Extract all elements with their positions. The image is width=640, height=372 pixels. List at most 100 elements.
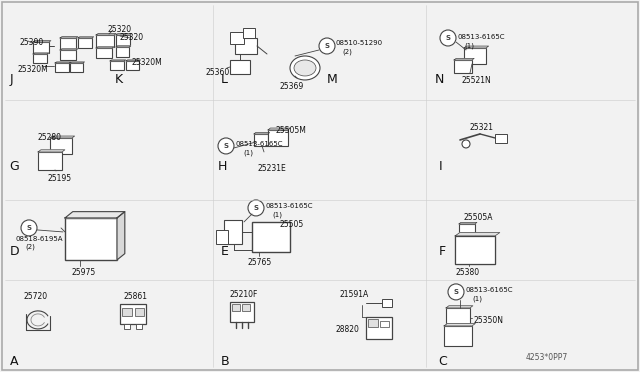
Circle shape [440, 30, 456, 46]
Text: (1): (1) [243, 150, 253, 157]
Bar [495, 134, 507, 143]
Text: 25320M: 25320M [18, 65, 49, 74]
Text: S: S [26, 225, 31, 231]
Text: K: K [115, 73, 124, 86]
Polygon shape [459, 222, 477, 224]
Text: (1): (1) [464, 43, 474, 49]
Bar [242, 304, 250, 311]
Text: 25765: 25765 [248, 258, 272, 267]
Text: 25505: 25505 [280, 220, 304, 229]
Bar [230, 302, 254, 322]
Bar [464, 48, 486, 64]
Polygon shape [33, 41, 51, 42]
Bar [368, 319, 378, 327]
Polygon shape [70, 62, 84, 63]
Polygon shape [116, 34, 132, 35]
Text: 08513-6165C: 08513-6165C [265, 203, 312, 209]
Bar [235, 38, 257, 54]
Polygon shape [60, 37, 78, 38]
Bar [243, 28, 255, 38]
Text: 28820: 28820 [336, 325, 360, 334]
Text: S: S [223, 143, 228, 149]
Text: 25350N: 25350N [474, 316, 504, 325]
Polygon shape [50, 136, 75, 138]
Text: 25521N: 25521N [462, 76, 492, 85]
Text: 4253*0PP7: 4253*0PP7 [526, 353, 568, 362]
Polygon shape [96, 47, 114, 48]
Bar [38, 152, 62, 170]
Bar [60, 50, 76, 60]
Bar [65, 218, 117, 260]
Text: I: I [438, 160, 442, 173]
Text: (1): (1) [472, 296, 482, 302]
Polygon shape [444, 324, 476, 326]
Text: F: F [438, 246, 445, 259]
Bar [126, 61, 139, 70]
Bar [96, 48, 112, 58]
Text: E: E [221, 246, 228, 259]
Polygon shape [65, 212, 125, 218]
Text: G: G [10, 160, 19, 173]
Text: H: H [218, 160, 227, 173]
Bar [70, 63, 83, 72]
Polygon shape [55, 62, 70, 63]
Bar [230, 60, 250, 74]
Bar [50, 138, 72, 154]
Text: B: B [221, 355, 229, 368]
Bar [116, 35, 130, 46]
Bar [252, 222, 290, 252]
Polygon shape [117, 212, 125, 260]
Text: 08513-6165C: 08513-6165C [458, 34, 506, 40]
Bar [455, 236, 495, 264]
Text: (1): (1) [272, 212, 282, 218]
Polygon shape [254, 132, 269, 134]
Bar [446, 308, 470, 326]
Bar [78, 38, 92, 48]
Text: A: A [10, 355, 18, 368]
Bar [455, 236, 495, 264]
Text: 08513-6165C: 08513-6165C [236, 141, 284, 147]
Circle shape [319, 38, 335, 54]
Bar [120, 304, 146, 324]
Bar [444, 326, 472, 346]
Text: S: S [324, 43, 330, 49]
Text: 25231E: 25231E [258, 164, 287, 173]
Text: 08510-51290: 08510-51290 [336, 40, 383, 46]
Text: L: L [221, 73, 228, 86]
Text: 25210F: 25210F [230, 290, 259, 299]
Bar [96, 35, 114, 47]
Bar [230, 32, 244, 44]
Text: 25280: 25280 [38, 133, 62, 142]
Bar [122, 308, 132, 316]
Bar [60, 38, 76, 49]
Text: 25195: 25195 [48, 174, 72, 183]
Circle shape [248, 200, 264, 216]
Polygon shape [38, 150, 65, 152]
Text: D: D [10, 246, 19, 259]
Text: C: C [438, 355, 447, 368]
Text: N: N [435, 73, 445, 86]
Text: J: J [10, 73, 13, 86]
Bar [380, 321, 389, 327]
Text: 08518-6195A: 08518-6195A [15, 236, 63, 242]
Text: (2): (2) [25, 244, 35, 250]
Polygon shape [446, 306, 473, 308]
Text: 25975: 25975 [71, 268, 95, 277]
Polygon shape [464, 46, 489, 48]
Polygon shape [116, 46, 131, 47]
Text: 25505M: 25505M [276, 126, 307, 135]
Text: 25720: 25720 [24, 292, 48, 301]
Text: 25320: 25320 [108, 25, 132, 34]
Bar [116, 47, 129, 57]
Polygon shape [78, 37, 93, 38]
Bar [459, 224, 475, 237]
Polygon shape [33, 53, 49, 54]
Bar [33, 42, 49, 53]
Polygon shape [455, 232, 500, 236]
Bar [135, 308, 144, 316]
Bar [454, 60, 472, 73]
Text: (2): (2) [342, 49, 352, 55]
Text: M: M [326, 73, 337, 86]
Bar [55, 63, 69, 72]
Circle shape [21, 220, 37, 236]
